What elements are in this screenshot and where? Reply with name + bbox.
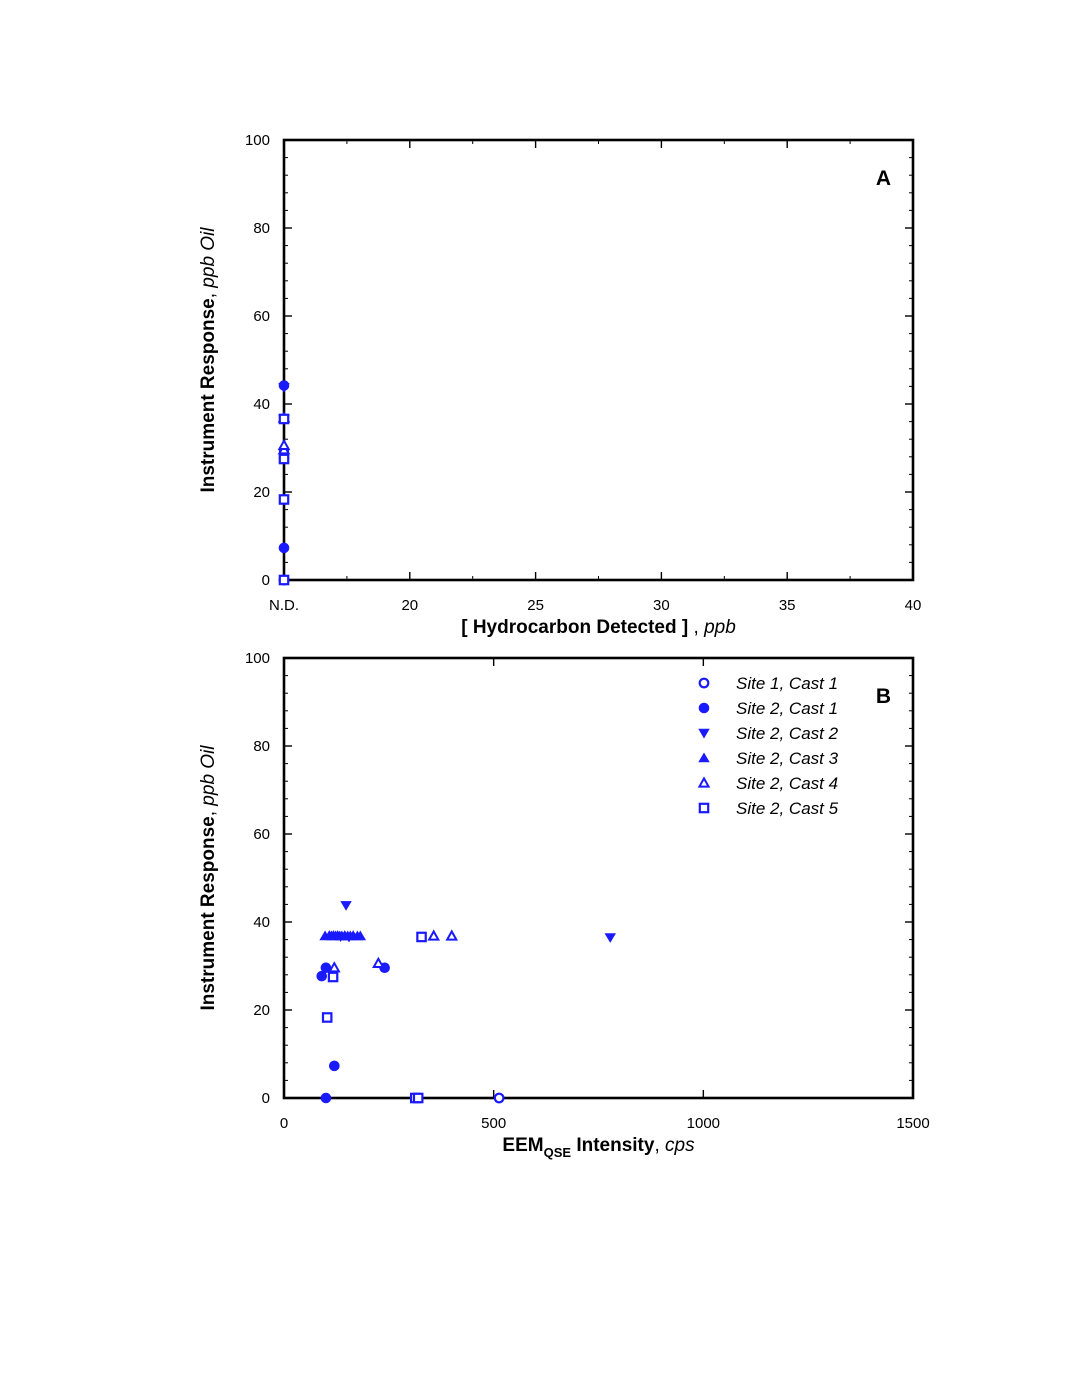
x-tick-label: 0 [280,1115,288,1132]
x-tick-label: 35 [779,597,796,614]
legend-marker [697,776,711,788]
x-tick-label: 30 [653,597,670,614]
legend-marker [698,702,710,714]
data-point [427,929,441,941]
y-axis-title: Instrument Response, ppb Oil [198,227,219,493]
data-point [493,1092,505,1104]
data-point [321,1012,333,1023]
legend-marker [698,752,710,763]
data-point [340,901,352,911]
y-tick-label: 20 [253,1002,270,1019]
y-tick-label: 80 [253,738,270,755]
x-tick-label: 20 [401,597,418,614]
plot-frame [282,138,915,582]
y-tick-label: 0 [262,1090,270,1107]
data-point [316,970,328,982]
legend-label: Site 2, Cast 1 [736,699,838,718]
x-tick-label: N.D. [269,597,299,614]
legend-marker [698,728,710,739]
series-1 [493,1092,505,1104]
y-tick-label: 60 [253,308,270,325]
legend-label: Site 2, Cast 5 [736,799,839,818]
legend-marker [698,677,710,689]
series-3 [334,901,616,943]
series-6 [278,413,290,586]
y-tick-label: 80 [253,220,270,237]
data-point [604,933,616,943]
data-point [278,383,290,393]
data-point [412,1092,424,1104]
x-tick-label: 1500 [896,1115,929,1132]
data-point [277,438,291,450]
legend-label: Site 2, Cast 2 [736,724,839,743]
x-axis-title: EEMQSE Intensity, cps [502,1135,695,1160]
data-point [328,961,341,973]
data-point [278,542,290,554]
y-tick-label: 60 [253,826,270,843]
y-tick-label: 40 [253,396,270,413]
y-tick-label: 0 [262,572,270,589]
data-point [278,453,290,465]
data-point [278,574,290,586]
panel-a: 0 20 40 60 80 100 N.D. 20 25 30 35 40 Instrument Res… [198,132,921,638]
series-4 [319,930,367,941]
x-tick-label: 40 [905,597,922,614]
panel-letter: B [876,685,891,708]
x-axis-title: [ Hydrocarbon Detected ] , ppb [461,617,736,638]
data-point [372,956,385,968]
data-point [320,1092,332,1104]
legend-label: Site 1, Cast 1 [736,674,838,693]
plot-frame [282,656,915,1100]
y-axis-title: Instrument Response, ppb Oil [198,745,219,1011]
series-2 [316,962,390,1104]
y-tick-label: 100 [245,650,270,667]
legend-marker [698,802,710,814]
data-point [445,929,459,941]
y-tick-label: 100 [245,132,270,149]
data-point [327,971,339,983]
legend: Site 1, Cast 1 Site 2, Cast 1 Site 2, Cast… [697,674,839,818]
x-tick-label: 1000 [687,1115,720,1132]
data-point [329,1060,340,1072]
series-6 [321,931,427,1104]
legend-label: Site 2, Cast 3 [736,749,839,768]
x-tick-label: 500 [481,1115,506,1132]
data-point [354,930,367,941]
data-point [278,494,290,505]
y-tick-label: 40 [253,914,270,931]
data-point [416,931,427,943]
y-tick-label: 20 [253,484,270,501]
x-tick-label: 25 [527,597,544,614]
legend-label: Site 2, Cast 4 [736,774,838,793]
series-5 [328,929,459,973]
panel-letter: A [876,167,891,190]
data-point [278,413,290,425]
